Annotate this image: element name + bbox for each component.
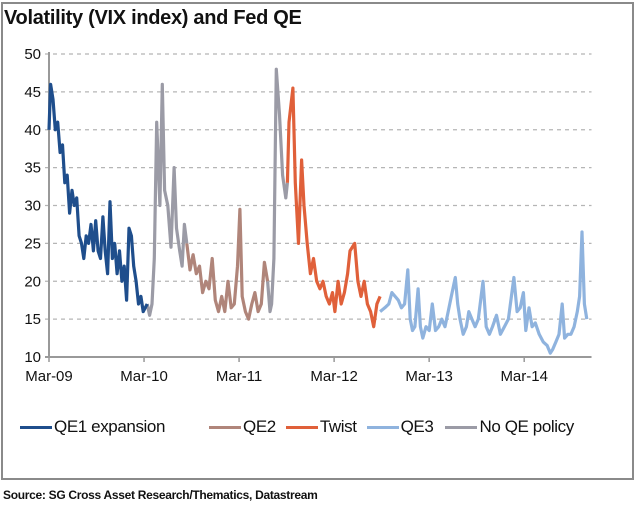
chart-title: Volatility (VIX index) and Fed QE — [4, 7, 302, 29]
series-line-qe1-expansion — [47, 82, 149, 314]
y-tick-label: 30 — [24, 198, 41, 215]
x-tick-label: Mar-10 — [120, 368, 168, 385]
legend: QE1 expansion QE2 Twist QE3 No QE policy — [20, 417, 574, 437]
series-line-qe2 — [185, 207, 270, 321]
legend-item: No QE policy — [445, 417, 574, 437]
gridlines — [45, 53, 592, 320]
legend-item: QE1 expansion — [20, 417, 165, 437]
y-tick-label: 15 — [24, 311, 41, 328]
legend-label: Twist — [319, 417, 357, 436]
x-tick-label: Mar-13 — [405, 368, 453, 385]
series-line-twist — [285, 86, 382, 329]
legend-swatch — [20, 425, 52, 429]
series-lines — [47, 67, 589, 355]
x-tick-label: Mar-09 — [25, 368, 73, 385]
legend-label: QE2 — [243, 417, 276, 436]
x-tick-label: Mar-14 — [500, 368, 548, 385]
y-tick-label: 50 — [24, 46, 41, 63]
legend-label: QE1 expansion — [54, 417, 166, 436]
series-line-no-qe-policy — [266, 67, 289, 314]
legend-swatch — [366, 425, 399, 429]
legend-swatch — [445, 425, 478, 429]
source-note: Source: SG Cross Asset Research/Thematic… — [3, 488, 318, 502]
y-tick-label: 25 — [24, 235, 41, 252]
y-tick-label: 10 — [24, 349, 41, 366]
y-tick-label: 45 — [24, 84, 41, 101]
vix-line-chart: 10 15 20 25 30 35 40 45 50 Mar-09 Mar-10 Mar-11 Mar-… — [24, 46, 592, 385]
y-tick-label: 20 — [24, 273, 41, 290]
legend-swatch — [209, 425, 242, 429]
axes: 10 15 20 25 30 35 40 45 50 Mar-09 Mar-10 Mar-11 Mar-… — [24, 46, 592, 385]
series-line-no-qe-policy — [145, 82, 189, 317]
legend-item: QE2 — [209, 417, 276, 437]
chart-frame — [1, 2, 634, 480]
legend-label: No QE policy — [479, 417, 574, 436]
series-line-qe3 — [379, 230, 589, 355]
x-tick-label: Mar-12 — [310, 368, 358, 385]
y-tick-label: 40 — [24, 122, 41, 139]
legend-item: Twist — [285, 417, 357, 437]
y-tick-label: 35 — [24, 160, 41, 177]
x-tick-label: Mar-11 — [216, 368, 262, 385]
legend-swatch — [285, 425, 318, 429]
legend-item: QE3 — [366, 417, 434, 437]
legend-label: QE3 — [400, 417, 434, 436]
